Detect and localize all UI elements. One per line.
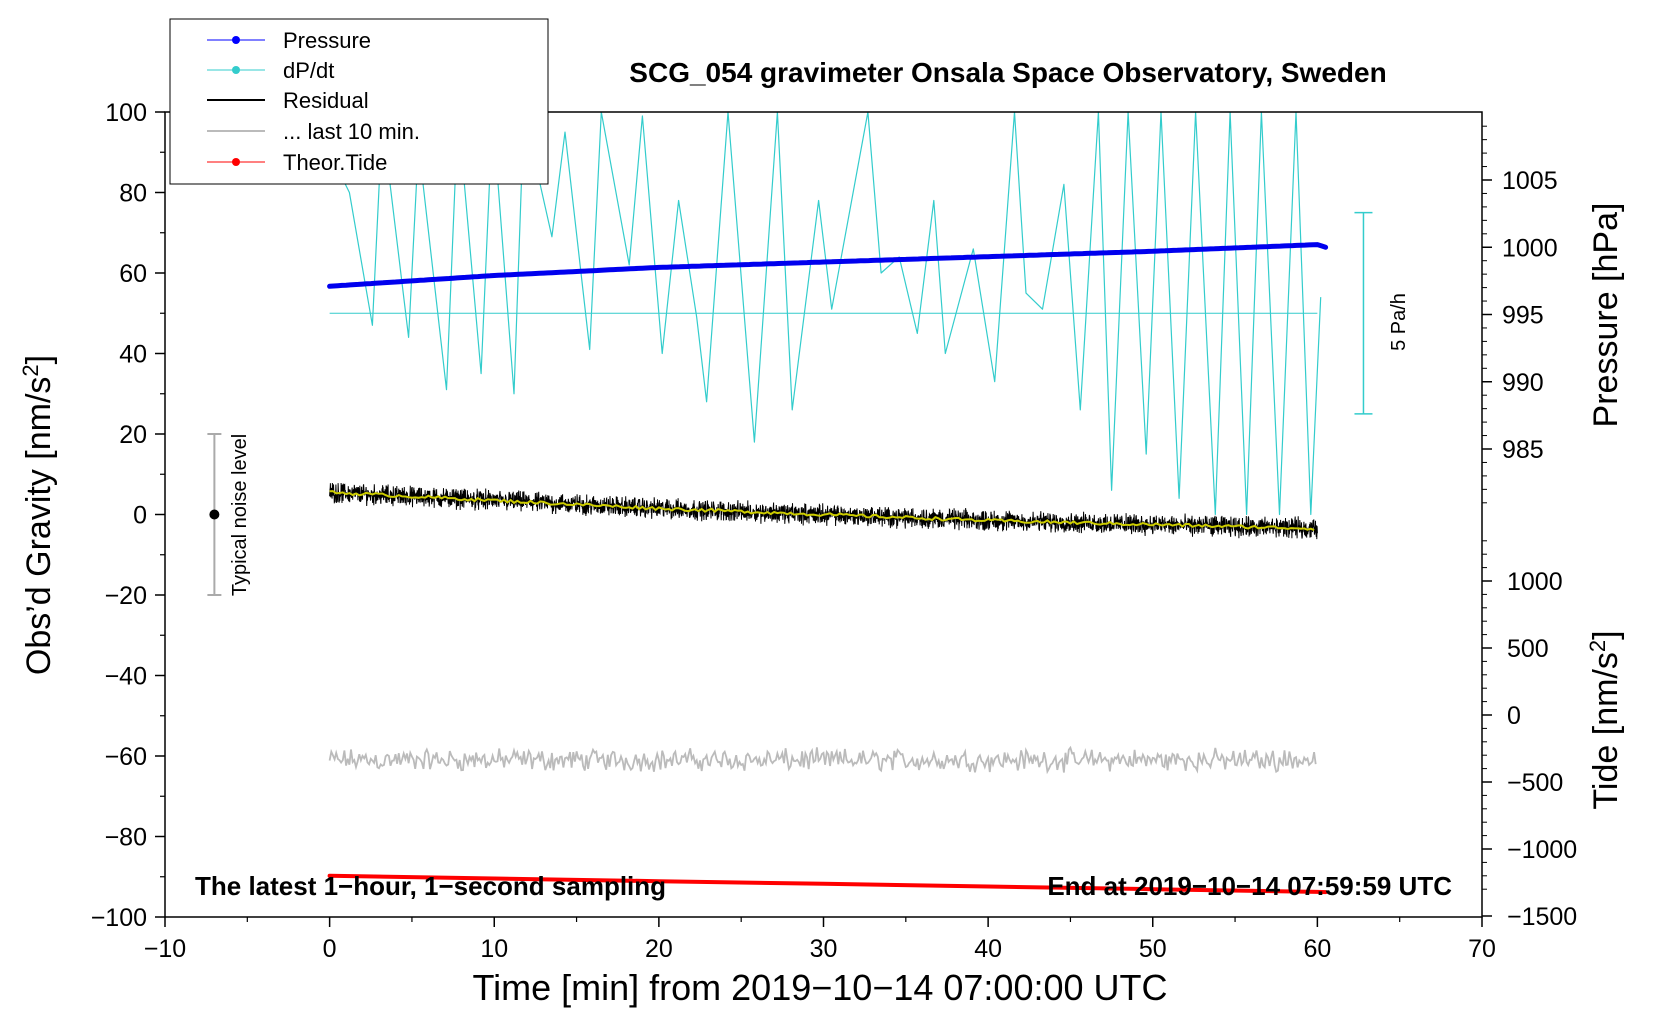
y-tick-label: 20 xyxy=(119,421,147,449)
tide-axis-label-sup: 2 xyxy=(1585,640,1610,652)
pressure-tick-label: 990 xyxy=(1502,369,1544,397)
legend-tide-marker xyxy=(232,158,240,166)
x-axis-label: Time [min] from 2019−10−14 07:00:00 UTC xyxy=(472,967,1167,1008)
tide-tick-label: 500 xyxy=(1507,635,1549,663)
tide-axis-label-main: Tide [nm/s xyxy=(1587,652,1625,809)
pressure-series-line xyxy=(327,242,1329,289)
y-tick-label: 40 xyxy=(119,341,147,369)
x-tick-label: 20 xyxy=(645,935,673,963)
axes-layer: −10 0 10 20 30 40 50 60 70−100−80−60−40−20020406… xyxy=(91,99,1578,963)
y-axis-label: Obs’d Gravity [nm/s2] xyxy=(18,355,58,675)
residual-series-line xyxy=(329,482,1318,540)
x-tick-label: 40 xyxy=(974,935,1002,963)
legend-box xyxy=(169,18,549,185)
x-tick-label: −10 xyxy=(144,935,186,963)
y-axis-label-end: ] xyxy=(20,355,58,364)
legend-tide-label: Theor.Tide xyxy=(283,150,387,175)
tide-tick-label: 0 xyxy=(1507,702,1521,730)
y-tick-label: −60 xyxy=(105,743,147,771)
y-tick-label: 0 xyxy=(133,502,147,530)
chart-title: SCG_054 gravimeter Onsala Space Observat… xyxy=(629,57,1386,88)
annotation-sampling: The latest 1−hour, 1−second sampling xyxy=(195,871,666,901)
legend-pressure-label: Pressure xyxy=(283,28,371,53)
legend-last10-label: ... last 10 min. xyxy=(283,119,420,144)
y-tick-label: 80 xyxy=(119,180,147,208)
pressure-tick-label: 995 xyxy=(1502,302,1544,330)
noise-level-label: Typical noise level xyxy=(229,434,251,596)
pressure-tick-label: 1000 xyxy=(1502,234,1558,262)
last10-series-line xyxy=(328,745,1317,775)
y-axis-label-main: Obs’d Gravity [nm/s xyxy=(20,377,58,676)
x-tick-label: 0 xyxy=(323,935,337,963)
x-tick-label: 50 xyxy=(1139,935,1167,963)
y-axis-label-sup: 2 xyxy=(18,364,43,376)
pressure-tick-label: 985 xyxy=(1502,436,1544,464)
pressure-tick-label: 1005 xyxy=(1502,167,1558,195)
tide-tick-label: −1000 xyxy=(1507,836,1577,864)
rate-label: 5 Pa/h xyxy=(1388,293,1410,351)
residual-smoothed-line xyxy=(329,490,1315,532)
y-tick-label: −20 xyxy=(105,582,147,610)
tide-tick-label: −500 xyxy=(1507,769,1563,797)
legend: Pressure dP/dt Residual ... last 10 min.… xyxy=(169,18,549,185)
tide-tick-label: 1000 xyxy=(1507,568,1563,596)
x-tick-label: 70 xyxy=(1468,935,1496,963)
tide-axis-label-end: ] xyxy=(1587,630,1625,639)
y-tick-label: −40 xyxy=(105,663,147,691)
y-tick-label: −100 xyxy=(91,904,147,932)
legend-dpdt-label: dP/dt xyxy=(283,58,334,83)
legend-pressure-marker xyxy=(232,36,240,44)
y-tick-label: 100 xyxy=(105,99,147,127)
tide-series-line xyxy=(327,873,1328,895)
x-tick-label: 30 xyxy=(810,935,838,963)
y-tick-label: 60 xyxy=(119,260,147,288)
x-tick-label: 60 xyxy=(1303,935,1331,963)
tide-axis-label: Tide [nm/s2] xyxy=(1585,630,1625,809)
dpdt-rate-bar xyxy=(1354,211,1373,415)
noise-level-point xyxy=(209,509,220,520)
tide-tick-label: −1500 xyxy=(1507,903,1577,931)
x-tick-label: 10 xyxy=(480,935,508,963)
legend-residual-label: Residual xyxy=(283,88,369,113)
series-layer xyxy=(207,112,1373,895)
legend-dpdt-marker xyxy=(232,66,240,74)
annotation-end-time: End at 2019−10−14 07:59:59 UTC xyxy=(1047,871,1452,901)
pressure-axis-label: Pressure [hPa] xyxy=(1587,203,1625,428)
y-tick-label: −80 xyxy=(105,824,147,852)
